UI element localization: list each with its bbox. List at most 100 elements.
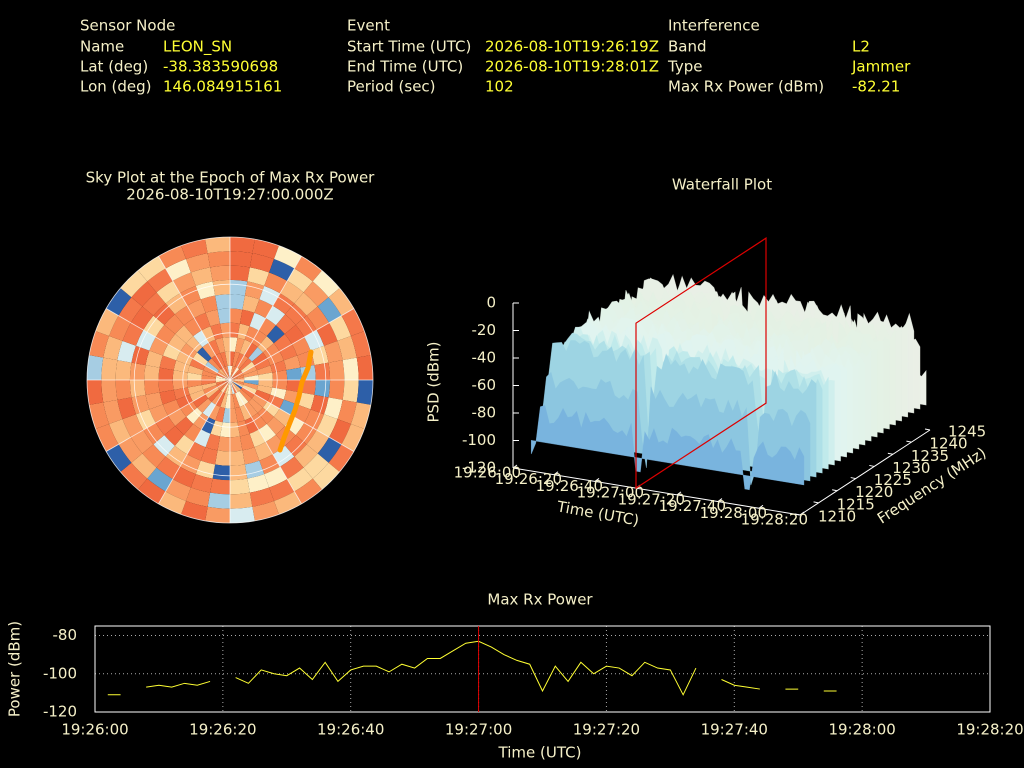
- sky-cell: [230, 478, 250, 495]
- sky-cell: [217, 370, 230, 380]
- sky-cell: [212, 279, 230, 296]
- sky-cell: [237, 355, 249, 370]
- sky-cell: [87, 355, 104, 380]
- sky-cell: [257, 407, 274, 424]
- sky-cell: [272, 370, 288, 380]
- sky-cell: [208, 404, 221, 421]
- sky-cell: [172, 272, 196, 294]
- sky-cell: [211, 390, 223, 405]
- x-tick: [799, 511, 805, 516]
- sky-cell: [153, 435, 175, 457]
- sky-cell: [208, 339, 221, 356]
- sky-cell: [165, 293, 188, 315]
- sky-cell: [294, 444, 318, 468]
- sky-cell: [197, 347, 212, 362]
- sky-cell: [230, 351, 235, 366]
- y-tick-label: 1245: [948, 423, 986, 441]
- field-label: Max Rx Power (dBm): [668, 78, 824, 96]
- sky-cell: [254, 358, 271, 371]
- sky-cell: [144, 365, 160, 380]
- x-tick-label: 19:26:00: [454, 464, 521, 482]
- sky-cell: [122, 322, 144, 346]
- sky-cell: [118, 297, 143, 323]
- sky-cell: [312, 462, 340, 490]
- sky-cell: [205, 387, 220, 399]
- sky-cell: [284, 324, 305, 345]
- sky-cell: [251, 330, 267, 348]
- sky-cell: [300, 380, 316, 395]
- sky-cell: [316, 414, 338, 438]
- x-tick-label: 19:27:40: [701, 721, 768, 739]
- sky-cell: [215, 380, 230, 385]
- sky-cell: [232, 351, 240, 367]
- y-tick: [813, 501, 819, 504]
- sky-cell: [230, 322, 240, 338]
- sky-cell: [249, 312, 266, 331]
- sky-cell: [181, 239, 208, 260]
- y-axis-label: Power (dBm): [6, 621, 24, 717]
- field-label: Lon (deg): [80, 78, 152, 96]
- sky-cell: [247, 474, 270, 493]
- sky-cell: [87, 380, 104, 405]
- sky-cell: [230, 294, 245, 310]
- sky-cell: [230, 265, 250, 282]
- sky-cell: [156, 280, 180, 304]
- sky-cell: [230, 380, 243, 390]
- section-title: Interference: [668, 17, 760, 35]
- sky-cell: [294, 292, 318, 316]
- z-axis-label: PSD (dBm): [425, 341, 443, 422]
- sky-cell: [230, 380, 241, 391]
- sky-cell: [264, 272, 288, 294]
- sky-cell: [194, 312, 211, 331]
- sky-cell: [109, 315, 131, 341]
- sky-cell: [215, 406, 226, 423]
- x-tick: [676, 491, 682, 496]
- sky-spoke: [229, 255, 302, 381]
- sky-cell: [143, 422, 165, 445]
- sky-cell: [117, 397, 136, 420]
- sky-cell: [244, 380, 259, 385]
- sky-cell: [341, 424, 365, 452]
- sky-cell: [115, 380, 132, 400]
- sky-cell: [269, 479, 295, 501]
- z-tick-label: -80: [472, 404, 497, 422]
- field-label: Name: [80, 38, 124, 56]
- sky-cell: [201, 326, 216, 343]
- sky-cell: [130, 306, 154, 330]
- sky-cell: [159, 355, 177, 371]
- sky-cell: [249, 253, 275, 273]
- sky-cell: [306, 430, 330, 454]
- sky-cell: [181, 500, 208, 521]
- sky-cell: [234, 353, 245, 368]
- sky-cell: [205, 309, 221, 327]
- sky-cell: [317, 437, 342, 463]
- sky-cell: [356, 355, 373, 380]
- sky-cell: [184, 423, 202, 442]
- sky-cell: [219, 369, 230, 380]
- y-tick-label: 1240: [929, 435, 967, 453]
- sky-cell: [194, 429, 211, 448]
- sky-cell: [164, 314, 185, 335]
- sky-cell: [312, 270, 340, 298]
- field-value: 146.084915161: [163, 78, 282, 96]
- sky-cell: [202, 401, 216, 418]
- sky-cell: [207, 251, 230, 268]
- sky-cell: [192, 352, 209, 366]
- sky-cell: [342, 357, 359, 380]
- sky-cell: [324, 397, 343, 420]
- x-tick-label: 19:27:40: [659, 497, 726, 515]
- z-tick-label: -60: [472, 376, 497, 394]
- sky-cell: [201, 380, 216, 385]
- sky-spoke: [229, 379, 302, 505]
- sky-cell: [303, 453, 329, 479]
- sky-cell: [306, 306, 330, 330]
- sky-cell: [208, 358, 221, 371]
- sky-cell: [249, 429, 266, 448]
- sky-cell: [227, 365, 230, 380]
- sky-cell: [158, 380, 174, 393]
- sky-cell: [243, 370, 259, 378]
- sky-cell: [172, 380, 188, 390]
- sky-cell: [328, 288, 354, 316]
- sky-cell: [120, 270, 148, 298]
